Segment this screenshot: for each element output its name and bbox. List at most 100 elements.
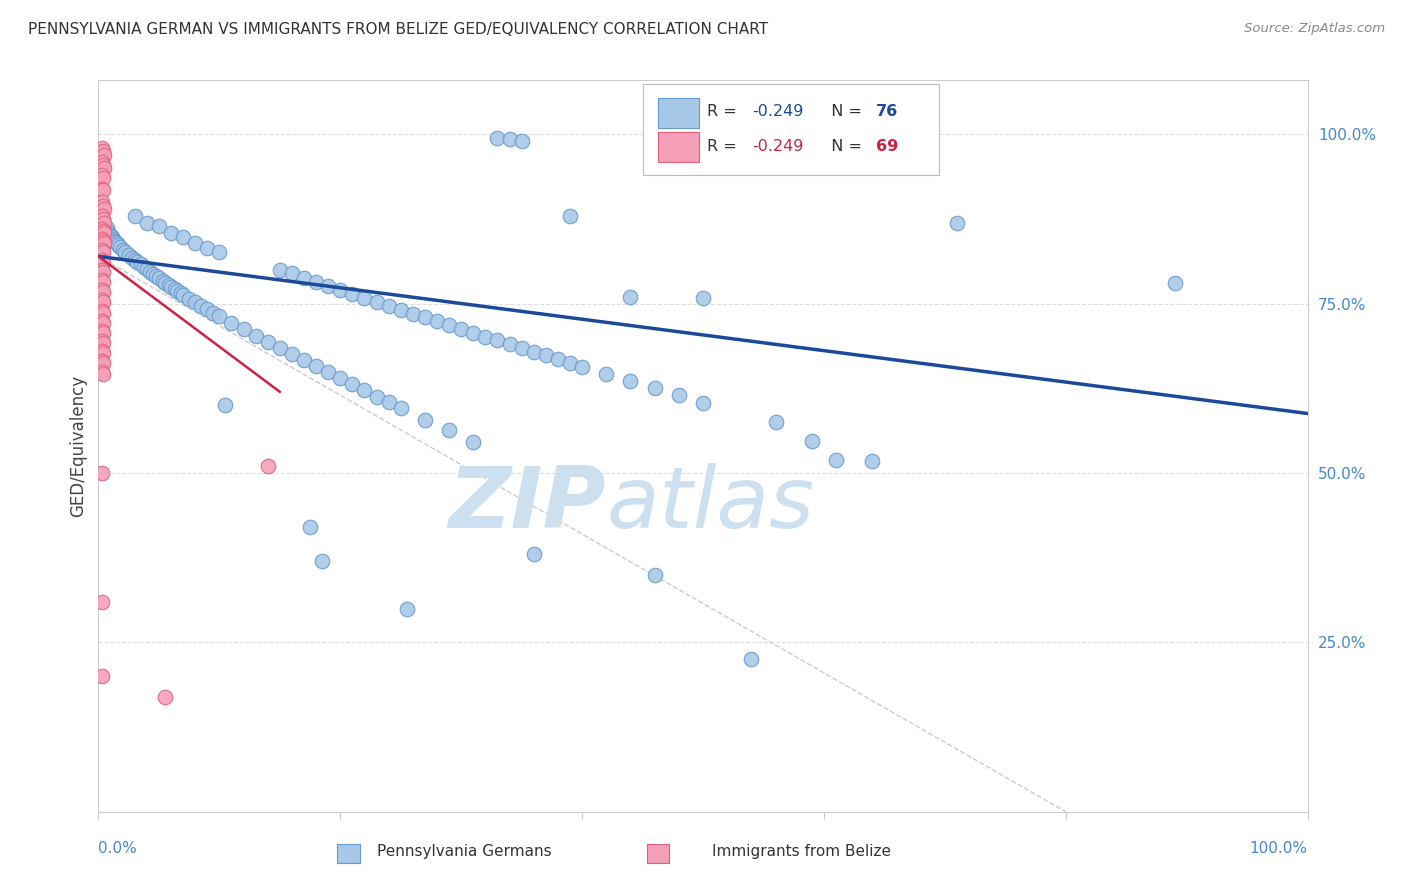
Point [91,324,114,338]
Point [91,314,114,328]
Point [523,547,546,561]
Point [619,290,641,304]
Point [97,225,120,239]
Text: 69: 69 [876,138,898,153]
Point [413,310,436,325]
Point [208,309,231,323]
Point [91,254,114,268]
Point [463,434,485,449]
Point [91,212,114,227]
Point [166,284,188,298]
Point [91,181,114,195]
Point [91,367,114,381]
Text: Immigrants from Belize: Immigrants from Belize [711,845,891,859]
Point [245,328,267,343]
Point [91,195,114,210]
Point [91,303,114,318]
Point [91,336,114,351]
Point [184,235,207,250]
Point [91,243,114,257]
Point [93,226,115,240]
Point [124,252,146,267]
Point [94,224,117,238]
Point [91,171,114,186]
Point [558,209,581,223]
Text: 100.0%: 100.0% [1250,841,1308,856]
Point [437,318,460,333]
Point [595,368,617,382]
Point [292,271,315,285]
Point [93,215,115,229]
Point [316,279,339,293]
Text: PENNSYLVANIA GERMAN VS IMMIGRANTS FROM BELIZE GED/EQUIVALENCY CORRELATION CHART: PENNSYLVANIA GERMAN VS IMMIGRANTS FROM B… [28,22,768,37]
Point [190,299,212,313]
Point [1163,277,1185,291]
Point [91,158,114,172]
Point [91,275,114,289]
Point [91,141,114,155]
Point [316,365,339,379]
Point [93,148,115,162]
Point [121,251,143,265]
Point [413,412,436,426]
Point [305,359,328,373]
Point [160,280,183,294]
Point [342,377,364,392]
Point [91,232,114,246]
Point [163,282,186,296]
Text: R =: R = [707,138,741,153]
Point [825,452,848,467]
Point [91,265,114,279]
Point [91,334,114,348]
Point [152,274,174,288]
Point [269,263,291,277]
Point [93,202,115,216]
Point [91,209,114,223]
Point [366,295,388,310]
Point [486,131,509,145]
Point [157,277,180,292]
Point [269,341,291,355]
Point [463,326,485,340]
Point [256,334,278,349]
Point [98,227,121,242]
Point [101,232,124,246]
Point [474,330,496,344]
Point [105,236,128,251]
Point [292,353,315,368]
Point [172,230,194,244]
Point [91,154,114,169]
Point [311,554,333,568]
Point [195,241,218,255]
Point [91,226,114,240]
Text: Pennsylvania Germans: Pennsylvania Germans [377,845,551,859]
Point [366,390,388,404]
Point [377,299,399,313]
Point [800,434,823,448]
Point [498,132,520,146]
Point [118,248,141,262]
Point [281,347,304,361]
Text: ZIP: ZIP [449,463,606,546]
Point [91,354,114,368]
Point [946,215,969,229]
Point [195,302,218,317]
Text: 76: 76 [876,103,898,119]
Point [281,266,304,280]
Point [160,226,183,240]
Point [692,291,714,305]
Point [134,260,156,275]
Text: Source: ZipAtlas.com: Source: ZipAtlas.com [1244,22,1385,36]
Point [668,388,690,402]
Point [232,322,254,336]
Point [91,168,114,182]
Point [523,344,546,359]
Point [91,356,114,370]
Point [91,244,114,259]
Point [91,222,114,236]
Point [100,230,122,244]
Point [104,235,127,249]
Point [571,359,593,374]
Point [103,234,125,248]
Point [221,316,243,330]
